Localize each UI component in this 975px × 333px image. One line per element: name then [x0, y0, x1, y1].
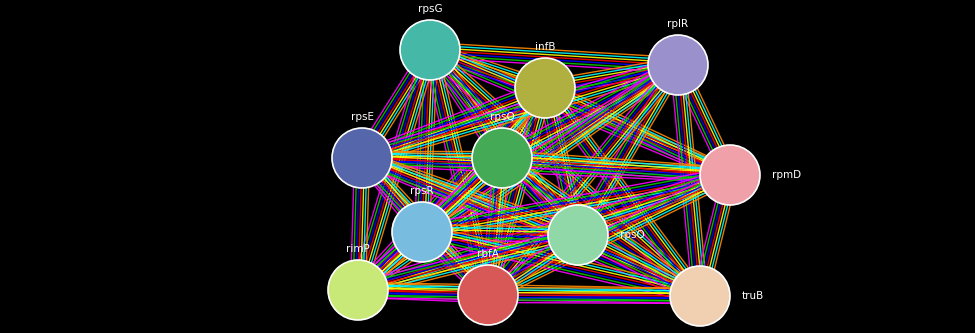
Circle shape [670, 266, 730, 326]
Circle shape [332, 128, 392, 188]
Circle shape [458, 265, 518, 325]
Circle shape [648, 35, 708, 95]
Circle shape [328, 260, 388, 320]
Text: truB: truB [742, 291, 764, 301]
Text: rimP: rimP [346, 244, 370, 254]
Circle shape [392, 202, 452, 262]
Text: infB: infB [534, 42, 555, 52]
Text: rpsO: rpsO [620, 230, 644, 240]
Text: rpsR: rpsR [410, 186, 434, 196]
Circle shape [700, 145, 760, 205]
Circle shape [548, 205, 608, 265]
Text: rpsQ: rpsQ [489, 112, 515, 122]
Circle shape [472, 128, 532, 188]
Text: rpsE: rpsE [350, 112, 373, 122]
Text: rpmD: rpmD [772, 170, 801, 180]
Circle shape [515, 58, 575, 118]
Text: rpsG: rpsG [417, 4, 443, 14]
Circle shape [400, 20, 460, 80]
Text: rbfA: rbfA [477, 249, 499, 259]
Text: rplR: rplR [668, 19, 688, 29]
